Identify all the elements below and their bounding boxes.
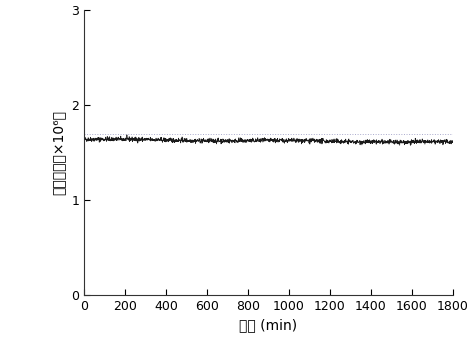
Y-axis label: 信号强度（×10⁶）: 信号强度（×10⁶） — [52, 110, 66, 195]
X-axis label: 时间 (min): 时间 (min) — [240, 318, 297, 332]
